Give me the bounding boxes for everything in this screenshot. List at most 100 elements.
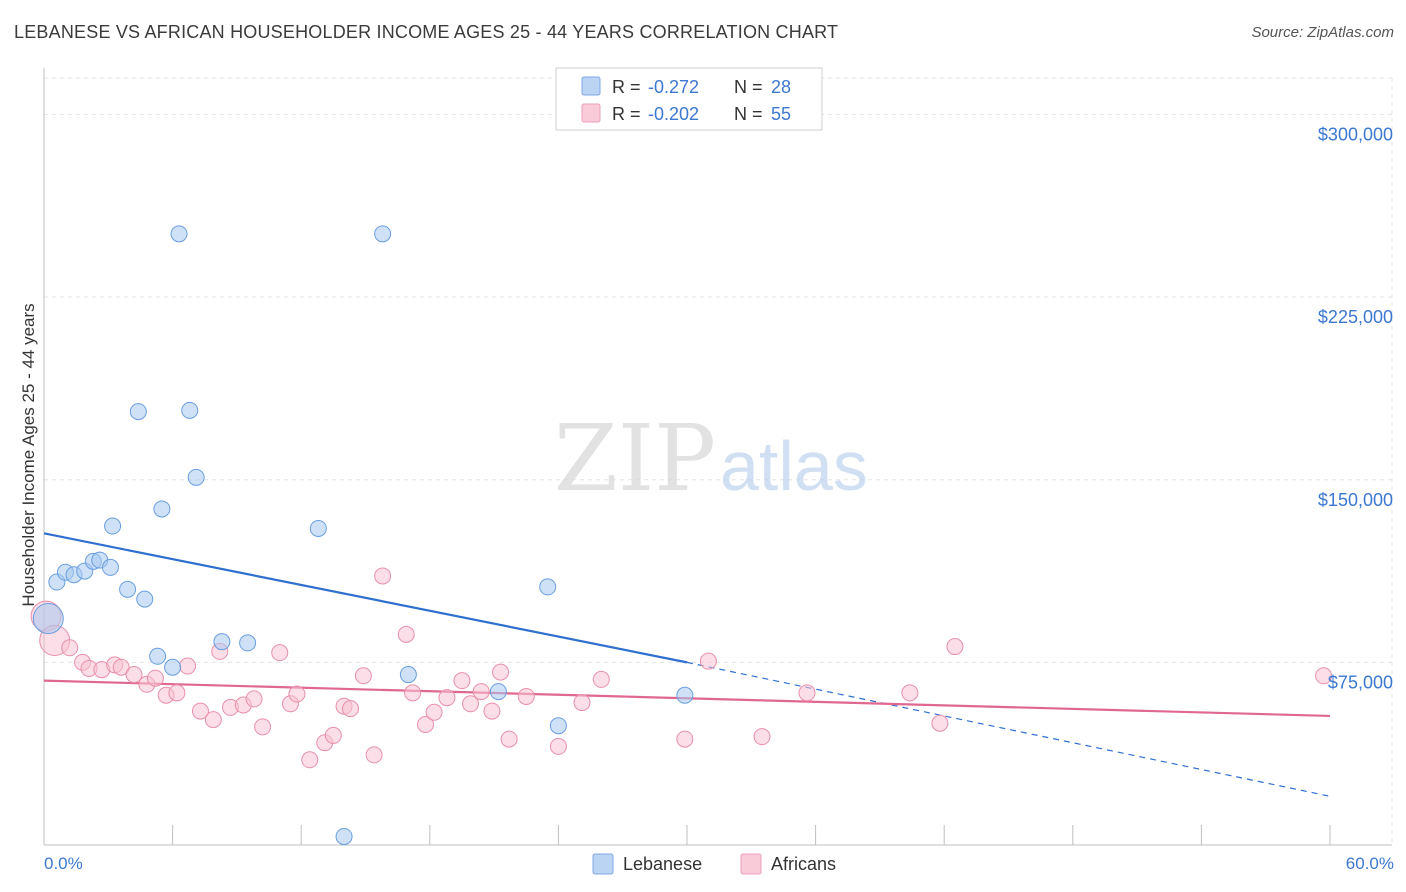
point-africans-51 [901,684,919,702]
point-africans-38 [462,695,480,713]
legend-box: R = -0.272 N = 28 R = -0.202 N = 55 [555,67,823,131]
point-africans-23 [288,685,306,703]
point-africans-49 [753,728,771,746]
point-africans-24 [301,751,319,769]
point-lebanese-14 [164,658,182,676]
point-africans-32 [397,625,415,643]
point-africans-52 [931,714,949,732]
point-africans-36 [438,689,456,707]
legend-n-value-1: 28 [771,77,791,97]
point-africans-47 [676,730,694,748]
point-africans-45 [573,694,591,712]
point-africans-28 [341,700,359,718]
point-africans-40 [483,702,501,720]
legend-swatch-africans [581,103,601,123]
point-africans-8 [125,666,143,684]
legend-n-value-2: 55 [771,104,791,124]
bottom-legend-label-lebanese: Lebanese [623,854,702,874]
trend-line-lebanese-extension [686,661,1331,797]
point-africans-2 [61,639,79,657]
y-tick-label-3: $300,000 [1318,125,1393,145]
point-africans-39 [472,683,490,701]
point-lebanese-8 [104,517,122,535]
y-tick-label-2: $225,000 [1318,307,1393,327]
point-africans-29 [354,667,372,685]
y-tick-label-1: $150,000 [1318,490,1393,510]
legend-n-label-1: N = [734,77,763,97]
point-lebanese-25 [539,578,557,596]
point-lebanese-19 [239,634,257,652]
point-lebanese-0 [32,603,64,635]
point-africans-30 [365,746,383,764]
point-lebanese-11 [136,590,154,608]
point-africans-48 [699,652,717,670]
point-africans-43 [517,687,535,705]
y-tick-labels: $75,000 $150,000 $225,000 $300,000 [1318,125,1393,693]
bottom-legend-swatch-lebanese [592,853,614,875]
point-lebanese-18 [213,633,231,651]
point-africans-15 [204,711,222,729]
x-tick-label-max: 60.0% [1346,854,1394,873]
point-africans-7 [112,658,130,676]
point-lebanese-10 [129,403,147,421]
bottom-legend: Lebanese Africans [592,853,836,875]
point-lebanese-15 [170,225,188,243]
point-lebanese-24 [489,683,507,701]
point-africans-20 [254,718,272,736]
point-lebanese-12 [149,647,167,665]
point-africans-21 [271,644,289,662]
point-africans-13 [179,657,197,675]
point-lebanese-21 [335,827,353,845]
point-africans-50 [798,684,816,702]
y-axis-title: Householder Income Ages 25 - 44 years [19,303,38,606]
point-africans-34 [417,715,435,733]
watermark: ZIP atlas [554,405,868,512]
point-africans-37 [453,672,471,690]
point-africans-19 [245,690,263,708]
point-lebanese-17 [187,468,205,486]
point-africans-53 [946,638,964,656]
point-africans-26 [324,726,342,744]
legend-r-label-1: R = [612,77,641,97]
bottom-legend-swatch-africans [740,853,762,875]
data-points [30,225,1333,845]
point-africans-10 [146,669,164,687]
y-tick-label-0: $75,000 [1328,672,1393,692]
watermark-atlas: atlas [720,427,868,505]
legend-r-label-2: R = [612,104,641,124]
bottom-legend-label-africans: Africans [771,854,836,874]
trend-line-lebanese [43,532,688,664]
point-lebanese-20 [309,519,327,537]
point-africans-46 [592,670,610,688]
chart-source: Source: ZipAtlas.com [1251,24,1394,41]
point-africans-33 [404,684,422,702]
axes [43,68,1392,846]
point-africans-35 [425,703,443,721]
x-tick-labels: 0.0% 60.0% [44,854,1394,873]
point-lebanese-26 [549,717,567,735]
point-africans-14 [191,702,209,720]
point-lebanese-13 [153,500,171,518]
point-lebanese-22 [374,225,392,243]
point-lebanese-23 [399,666,417,684]
x-tick-label-min: 0.0% [44,854,83,873]
watermark-zip: ZIP [554,405,716,512]
point-africans-42 [500,730,518,748]
gridlines [44,77,1393,845]
point-lebanese-9 [119,580,137,598]
chart-title: LEBANESE VS AFRICAN HOUSEHOLDER INCOME A… [14,22,839,42]
legend-swatch-lebanese [581,76,601,96]
point-africans-31 [374,567,392,585]
point-lebanese-7 [101,558,119,576]
point-lebanese-27 [676,686,694,704]
point-africans-44 [549,737,567,755]
point-lebanese-16 [181,401,199,419]
point-africans-12 [168,684,186,702]
point-africans-54 [1315,667,1333,685]
legend-r-value-2: -0.202 [648,104,699,124]
trend-lines [43,532,1331,797]
point-africans-41 [492,663,510,681]
legend-n-label-2: N = [734,104,763,124]
legend-r-value-1: -0.272 [648,77,699,97]
